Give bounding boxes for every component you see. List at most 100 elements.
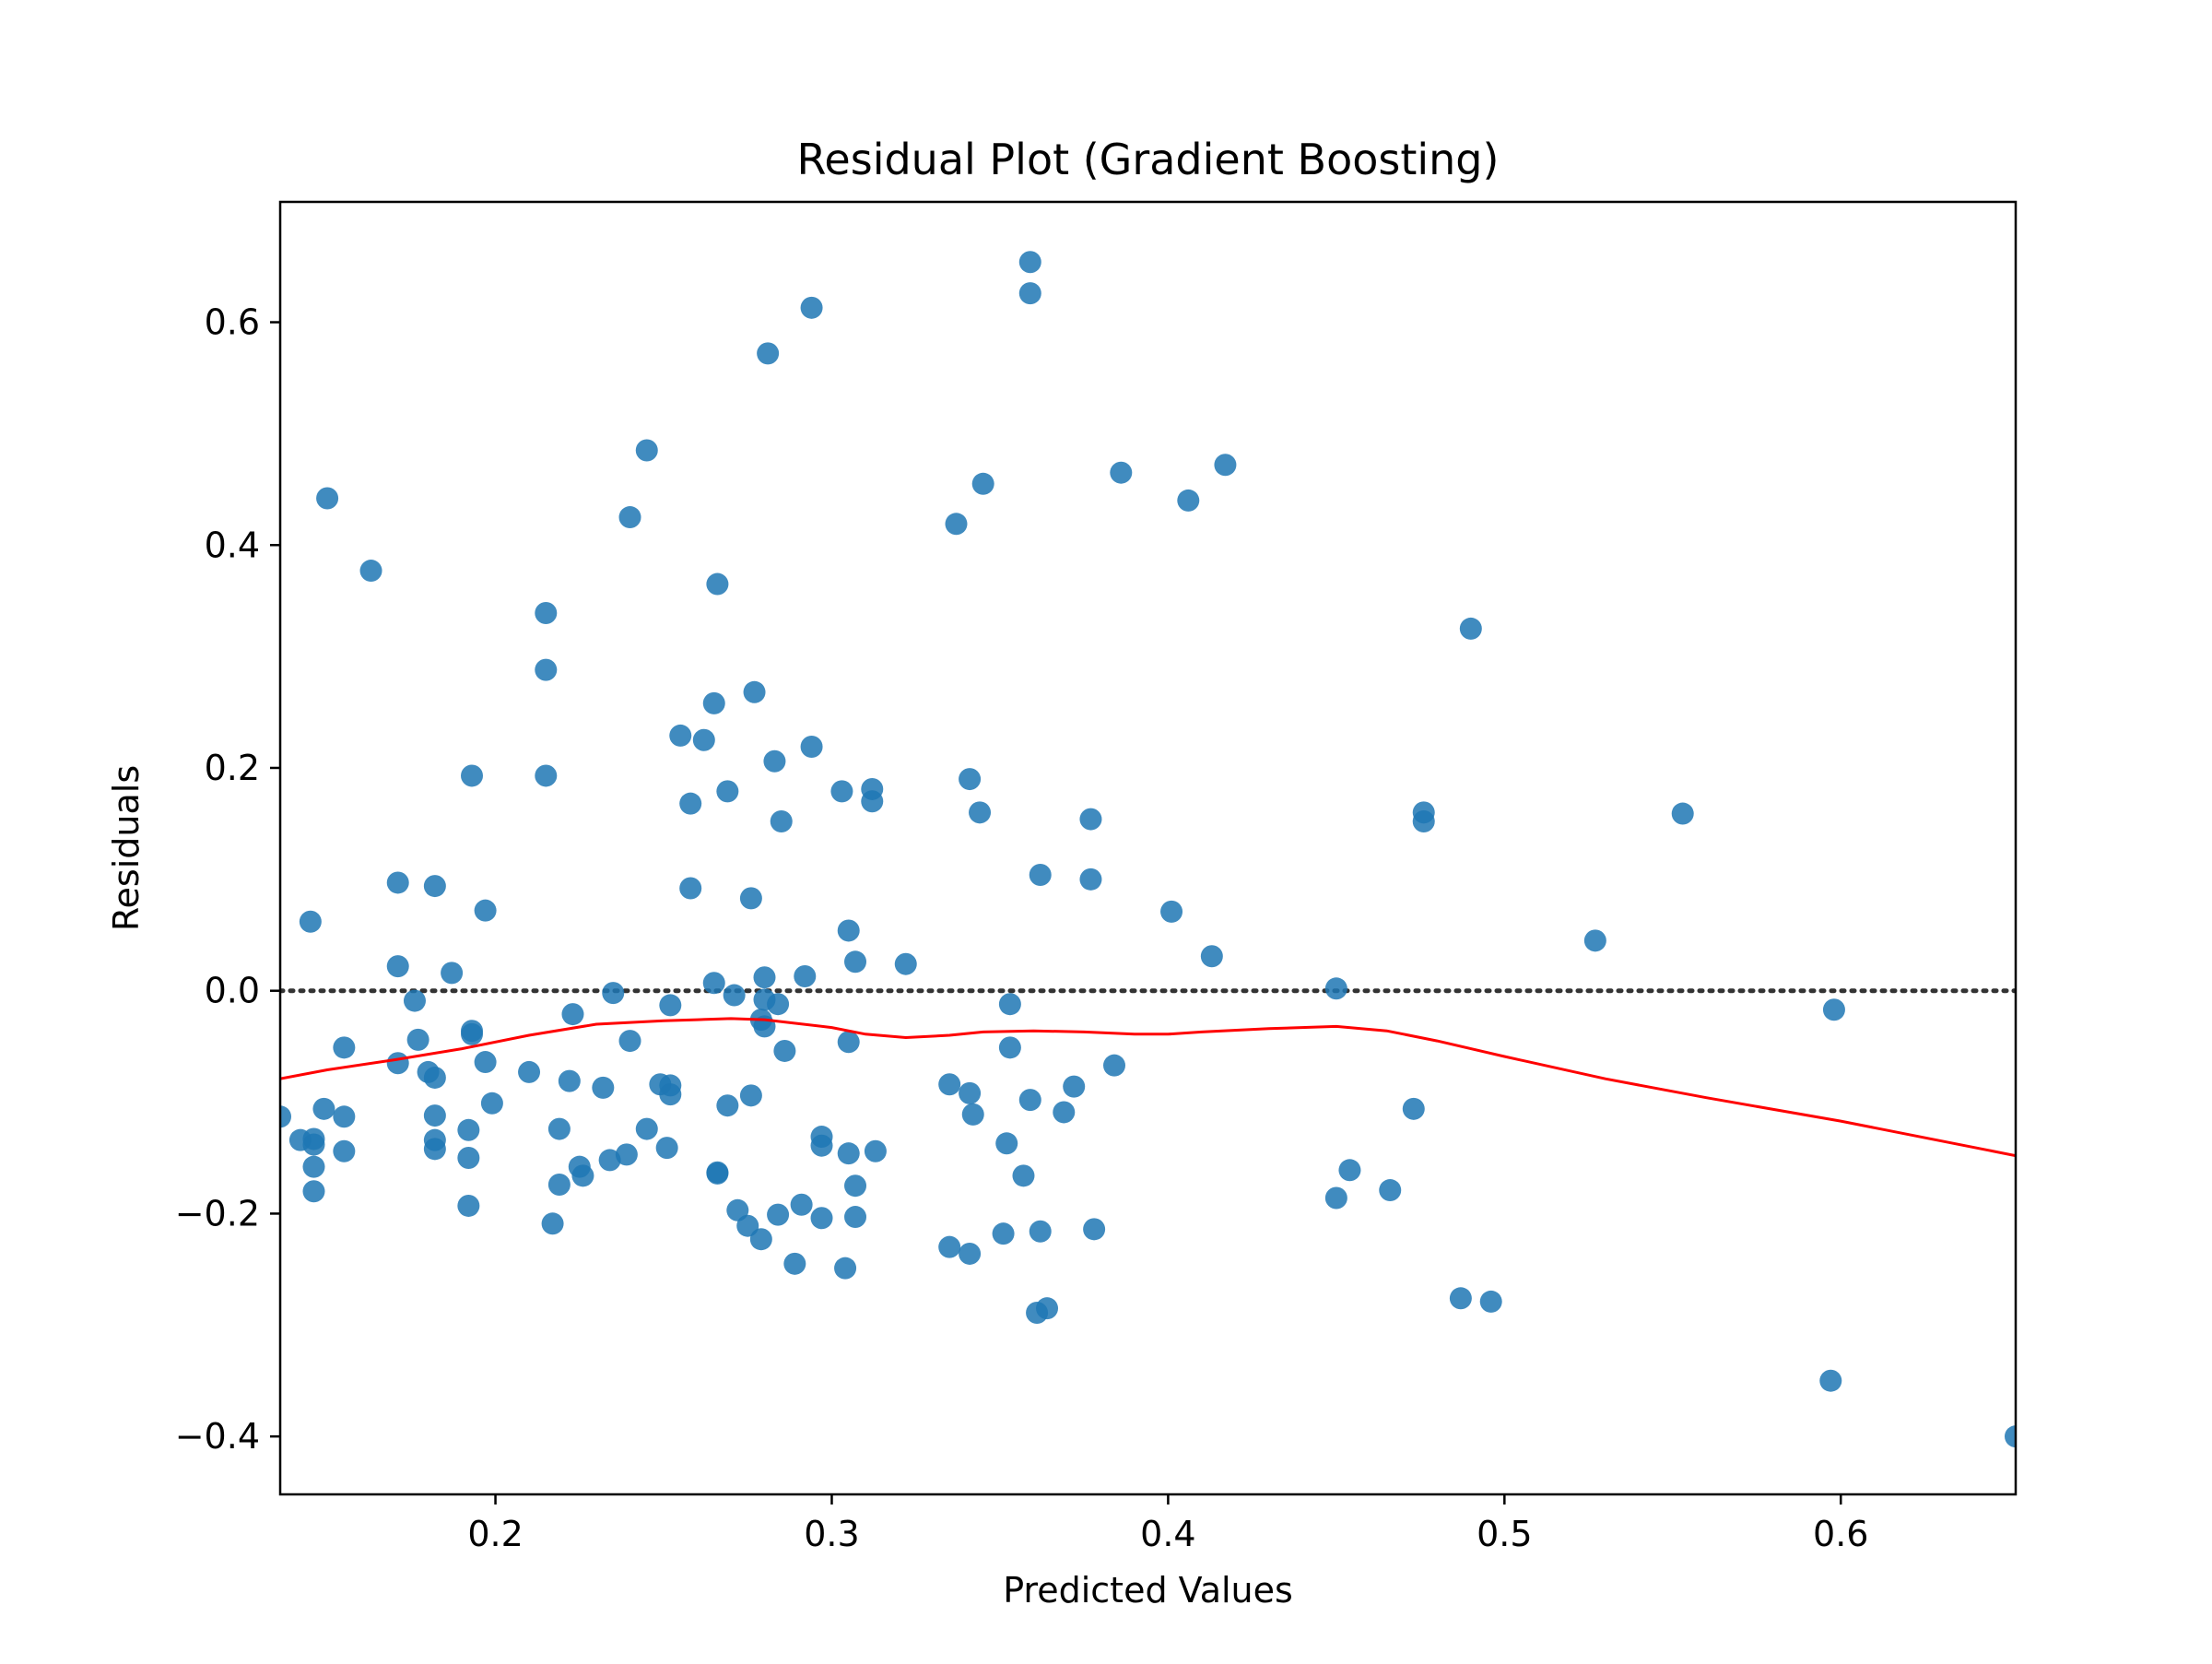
residual-point-104 [864, 1139, 887, 1162]
residual-point-42 [561, 1003, 584, 1026]
residual-point-62 [702, 691, 725, 714]
residual-point-48 [615, 1143, 638, 1166]
residual-point-41 [558, 1069, 581, 1092]
residual-point-2 [299, 910, 322, 933]
residual-point-113 [969, 801, 992, 824]
residual-point-129 [1079, 808, 1102, 831]
residual-point-4 [302, 1127, 325, 1151]
residual-point-39 [547, 1117, 571, 1140]
residual-point-44 [571, 1164, 594, 1187]
residual-point-7 [312, 1097, 335, 1120]
residual-point-61 [692, 728, 715, 751]
ticks-layer: 0.2 0.3 0.4 0.5 0.6 −0.4 −0.2 0.0 0.2 0.4 0.6 [175, 302, 1869, 1554]
residual-point-54 [655, 1137, 678, 1160]
residual-point-50 [618, 1030, 641, 1053]
residual-point-24 [441, 962, 464, 985]
residual-point-92 [810, 1134, 833, 1157]
residual-point-71 [736, 1214, 759, 1237]
residual-point-16 [403, 989, 426, 1012]
y-axis-label: Residuals [106, 765, 147, 931]
residual-point-135 [1177, 489, 1200, 512]
residual-point-152 [2005, 1425, 2016, 1448]
residual-point-149 [1671, 802, 1694, 825]
plot-frame [278, 200, 2018, 1496]
residual-point-147 [1479, 1290, 1502, 1313]
residual-point-27 [457, 1194, 480, 1217]
x-tick-label: 0.5 [1477, 1514, 1532, 1554]
lowess-trend-line [280, 1017, 2016, 1158]
residual-point-38 [541, 1212, 564, 1235]
y-tick-label: −0.4 [175, 1416, 260, 1457]
residual-point-115 [992, 1222, 1015, 1245]
residual-point-85 [773, 1039, 796, 1062]
residual-point-12 [359, 560, 382, 583]
residual-point-69 [723, 984, 746, 1007]
x-axis-label: Predicted Values [1003, 1570, 1293, 1611]
residual-point-64 [706, 572, 729, 596]
residual-point-72 [739, 1084, 762, 1107]
residual-point-13 [386, 871, 409, 894]
residual-point-117 [998, 993, 1021, 1016]
residual-point-63 [702, 972, 725, 995]
residual-point-84 [770, 809, 793, 832]
residual-point-57 [659, 1083, 682, 1106]
residual-point-47 [602, 982, 625, 1005]
residual-point-31 [474, 899, 497, 922]
residual-point-134 [1160, 900, 1183, 923]
residual-point-30 [461, 1022, 484, 1045]
residual-point-6 [302, 1180, 325, 1203]
residual-point-68 [716, 1094, 739, 1117]
y-tick-label: 0.2 [205, 748, 260, 788]
residual-point-100 [844, 1174, 867, 1198]
residual-point-130 [1079, 867, 1102, 891]
residual-point-0 [280, 1105, 291, 1128]
x-tick-label: 0.3 [804, 1514, 859, 1554]
residual-point-32 [474, 1051, 497, 1074]
residual-point-118 [998, 1036, 1021, 1059]
y-tick-label: 0.0 [205, 971, 260, 1011]
x-tick-label: 0.6 [1813, 1514, 1868, 1554]
residual-point-14 [386, 955, 409, 978]
chart-title: Residual Plot (Gradient Boosting) [797, 135, 1500, 184]
residual-point-112 [961, 1103, 984, 1126]
residual-point-124 [1029, 864, 1052, 887]
residual-point-86 [783, 1252, 806, 1275]
residual-point-73 [739, 887, 762, 910]
residual-point-5 [302, 1155, 325, 1178]
residual-point-109 [959, 768, 982, 791]
residual-point-107 [938, 1235, 961, 1258]
residual-point-66 [706, 1162, 729, 1185]
residual-point-49 [618, 506, 641, 529]
y-tick-label: −0.2 [175, 1193, 260, 1233]
residual-point-106 [938, 1073, 961, 1096]
residual-point-150 [1819, 1369, 1842, 1392]
residual-point-139 [1324, 1186, 1347, 1210]
residual-point-95 [834, 1257, 857, 1280]
residual-point-94 [830, 780, 853, 803]
residual-point-96 [837, 919, 860, 942]
residual-point-83 [767, 1203, 790, 1226]
residual-point-17 [406, 1028, 429, 1051]
residual-point-128 [1063, 1075, 1086, 1098]
residual-point-19 [423, 875, 446, 898]
residual-point-36 [535, 658, 558, 681]
residual-point-11 [333, 1139, 356, 1162]
residual-point-88 [794, 964, 817, 987]
residual-point-51 [635, 439, 658, 462]
x-tick-label: 0.4 [1140, 1514, 1195, 1554]
residual-point-105 [894, 952, 917, 975]
residual-point-40 [547, 1174, 571, 1197]
residual-point-46 [598, 1149, 621, 1172]
residual-point-127 [1053, 1101, 1076, 1124]
residual-point-144 [1412, 809, 1435, 832]
residual-point-74 [743, 680, 766, 703]
residual-point-99 [844, 950, 867, 974]
residual-point-34 [518, 1060, 541, 1083]
residual-point-33 [480, 1092, 503, 1115]
residual-point-21 [423, 1104, 446, 1127]
residual-point-125 [1029, 1220, 1052, 1243]
residual-point-142 [1402, 1097, 1425, 1120]
residual-point-145 [1449, 1287, 1472, 1310]
